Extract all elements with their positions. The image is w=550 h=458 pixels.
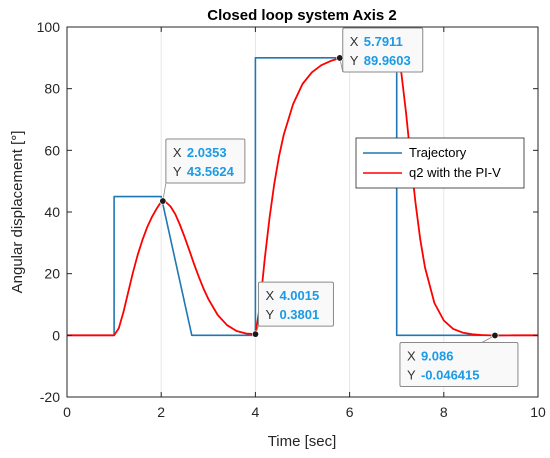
- datatip-y-value: 89.9603: [364, 53, 411, 68]
- chart-title: Closed loop system Axis 2: [207, 7, 397, 24]
- series-line-trajectory: [67, 56, 538, 337]
- legend-label-trajectory: Trajectory: [409, 145, 467, 160]
- legend-label-q2: q2 with the PI-V: [409, 165, 501, 180]
- y-tick-label: 100: [37, 19, 61, 35]
- datatip-x-value: 5.7911: [364, 34, 403, 49]
- datatip-y-key: Y: [173, 164, 182, 179]
- datatip[interactable]: X 4.0015 Y 0.3801: [251, 281, 334, 338]
- datatip-box: [257, 281, 334, 327]
- datatip[interactable]: X 9.086 Y -0.046415: [399, 331, 519, 387]
- datatip-y-key: Y: [350, 53, 359, 68]
- x-tick-label: 10: [530, 404, 546, 420]
- legend: Trajectory q2 with the PI-V: [355, 137, 525, 189]
- legend-box: [355, 137, 525, 189]
- y-tick-label: 40: [44, 204, 60, 220]
- y-tick-label: 60: [44, 142, 60, 158]
- datatip-marker: [491, 331, 499, 339]
- x-tick-label: 2: [157, 404, 165, 420]
- datatip-y-value: 43.5624: [187, 164, 235, 179]
- datatip-x-key: X: [173, 145, 182, 160]
- datatip-y-value: -0.046415: [421, 367, 480, 382]
- datatips-layer: X 2.0353 Y 43.5624 X 4.0015 Y 0.3801 X 5.7911 Y 89.…: [159, 27, 519, 387]
- x-axis-label: Time [sec]: [268, 433, 337, 450]
- y-tick-label: -20: [40, 389, 60, 405]
- y-tick-label: 80: [44, 81, 60, 97]
- x-tick-label: 6: [346, 404, 354, 420]
- datatip[interactable]: X 5.7911 Y 89.9603: [336, 27, 424, 73]
- datatip-marker: [159, 197, 167, 205]
- y-tick-label: 20: [44, 266, 60, 282]
- datatip-x-value: 9.086: [421, 348, 454, 363]
- datatip-box: [342, 27, 424, 73]
- x-tick-label: 0: [63, 404, 71, 420]
- datatip-x-value: 2.0353: [187, 145, 227, 160]
- datatip-box: [399, 341, 519, 387]
- datatip-y-key: Y: [265, 307, 274, 322]
- x-tick-label: 4: [252, 404, 260, 420]
- datatip-x-value: 4.0015: [279, 288, 319, 303]
- plot-area: [67, 27, 538, 397]
- datatip-y-value: 0.3801: [279, 307, 319, 322]
- series-line-q2: [67, 56, 538, 337]
- datatip-box: [165, 138, 246, 184]
- y-tick-label: 0: [52, 327, 60, 343]
- x-tick-label: 8: [440, 404, 448, 420]
- y-axis-label: Angular displacement [°]: [9, 131, 26, 294]
- datatip[interactable]: X 2.0353 Y 43.5624: [159, 138, 246, 205]
- datatip-x-key: X: [350, 34, 359, 49]
- datatip-y-key: Y: [407, 367, 416, 382]
- series-layer: [67, 56, 538, 337]
- datatip-x-key: X: [407, 348, 416, 363]
- datatip-marker: [251, 330, 259, 338]
- datatip-x-key: X: [265, 288, 274, 303]
- datatip-marker: [336, 54, 344, 62]
